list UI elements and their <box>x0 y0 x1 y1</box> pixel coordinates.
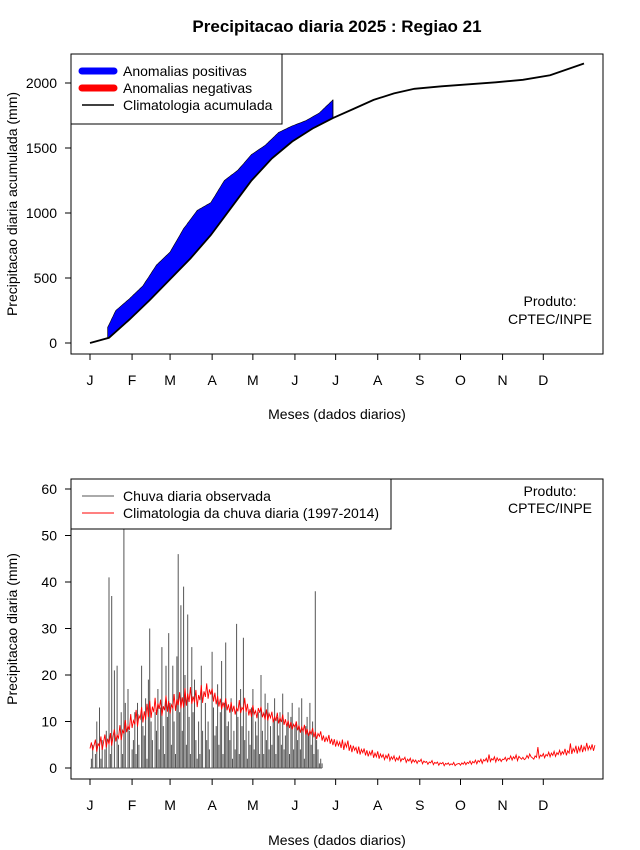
cum-plot-frame <box>70 53 604 355</box>
daily-legend-box <box>70 478 392 530</box>
cum-y-tick-label: 500 <box>34 270 58 286</box>
daily-x-axis-label: Meses (dados diarios) <box>268 832 406 848</box>
daily-y-tick-label: 0 <box>49 760 57 776</box>
daily-y-axis-label: Precipitacao diaria (mm) <box>4 553 20 705</box>
cum-annotation-line1: Produto: <box>524 293 577 309</box>
cum-x-tick-label: J <box>332 372 339 388</box>
daily-x-tick-label: A <box>207 797 217 813</box>
cum-y-tick-label: 1000 <box>26 205 57 221</box>
cum-x-tick-label: S <box>415 372 424 388</box>
daily-y-tick-label: 50 <box>41 528 57 544</box>
daily-annotation-line1: Produto: <box>524 483 577 499</box>
cum-x-tick-label: O <box>455 372 466 388</box>
daily-x-tick-label: A <box>373 797 383 813</box>
positive-anomaly-area <box>107 99 334 339</box>
daily-chart: 0 10 20 30 40 50 60 J F M A M J J A S O N D Meses (dados … <box>4 478 604 848</box>
daily-legend: Chuva diaria observada Climatologia da c… <box>70 478 392 530</box>
daily-x-tick-label: J <box>291 797 298 813</box>
daily-y-tick-label: 40 <box>41 574 57 590</box>
cum-legend: Anomalias positivas Anomalias negativas … <box>70 53 283 125</box>
daily-legend-label-climatology: Climatologia da chuva diaria (1997-2014) <box>123 505 379 521</box>
cum-annotation-line2: CPTEC/INPE <box>508 311 592 327</box>
cum-x-tick-label: D <box>538 372 548 388</box>
cum-y-tick-label: 2000 <box>26 75 57 91</box>
cum-y-tick-label: 1500 <box>26 140 57 156</box>
cum-y-axis-label: Precipitacao diaria acumulada (mm) <box>4 92 20 316</box>
daily-x-tick-label: N <box>498 797 508 813</box>
cum-x-tick-label: A <box>373 372 383 388</box>
daily-y-tick-label: 10 <box>41 714 57 730</box>
daily-x-tick-label: F <box>128 797 137 813</box>
daily-y-tick-label: 30 <box>41 621 57 637</box>
daily-x-tick-label: O <box>455 797 466 813</box>
daily-y-tick-label: 60 <box>41 481 57 497</box>
cum-x-tick-label: M <box>164 372 176 388</box>
daily-x-tick-label: D <box>538 797 548 813</box>
daily-climatology-line-group <box>89 683 596 767</box>
cum-x-tick-label: A <box>207 372 217 388</box>
daily-x-tick-label: J <box>332 797 339 813</box>
cum-x-tick-label: N <box>498 372 508 388</box>
climatology-cumulative-line <box>89 62 585 344</box>
cum-x-axis-label: Meses (dados diarios) <box>268 406 406 422</box>
daily-y-tick-label: 20 <box>41 667 57 683</box>
cum-climatology-line-group <box>89 62 585 344</box>
page-title: Precipitacao diaria 2025 : Regiao 21 <box>192 17 481 36</box>
cum-y-ticks: 0 500 1000 1500 2000 <box>26 75 71 351</box>
climatology-daily-line <box>89 683 596 767</box>
cum-x-tick-label: J <box>291 372 298 388</box>
daily-x-tick-label: S <box>415 797 424 813</box>
daily-x-tick-label: M <box>247 797 259 813</box>
cum-x-tick-label: M <box>247 372 259 388</box>
cum-legend-label-climatology: Climatologia acumulada <box>123 97 273 113</box>
daily-legend-label-observed: Chuva diaria observada <box>123 488 271 504</box>
daily-annotation-line2: CPTEC/INPE <box>508 500 592 516</box>
cum-x-tick-label: J <box>87 372 94 388</box>
daily-y-ticks: 0 10 20 30 40 50 60 <box>41 481 71 776</box>
cum-y-tick-label: 0 <box>49 335 57 351</box>
cumulative-chart: 0 500 1000 1500 2000 J F M A M J J A S O N D Meses (dad… <box>4 53 604 422</box>
cum-x-tick-label: F <box>128 372 137 388</box>
cum-legend-label-negative: Anomalias negativas <box>123 80 252 96</box>
cum-legend-label-positive: Anomalias positivas <box>123 63 247 79</box>
cum-climatology-area <box>107 99 334 339</box>
daily-x-tick-label: J <box>87 797 94 813</box>
daily-observed-bars <box>90 493 323 769</box>
daily-x-tick-label: M <box>164 797 176 813</box>
